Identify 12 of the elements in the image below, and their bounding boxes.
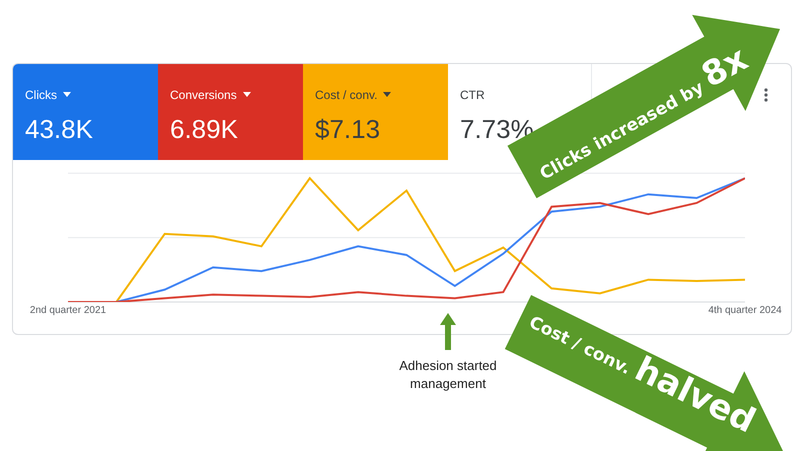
- text: Cost / conv.: [315, 88, 378, 102]
- text: $7.13: [315, 114, 382, 145]
- text: CTR: [460, 88, 485, 102]
- text: Adhesion started management: [398, 357, 498, 393]
- text: 7.73%: [460, 114, 534, 144]
- x-tick-label: 2nd quarter 2021: [30, 305, 107, 316]
- text: Cost / conv.: [526, 312, 634, 379]
- x-tick-label: 4th quarter 2024: [708, 305, 782, 316]
- text: 6.89K: [170, 114, 239, 145]
- text: Conversions: [170, 88, 237, 102]
- text: 43.8K: [25, 114, 94, 145]
- text: Clicks: [25, 88, 57, 102]
